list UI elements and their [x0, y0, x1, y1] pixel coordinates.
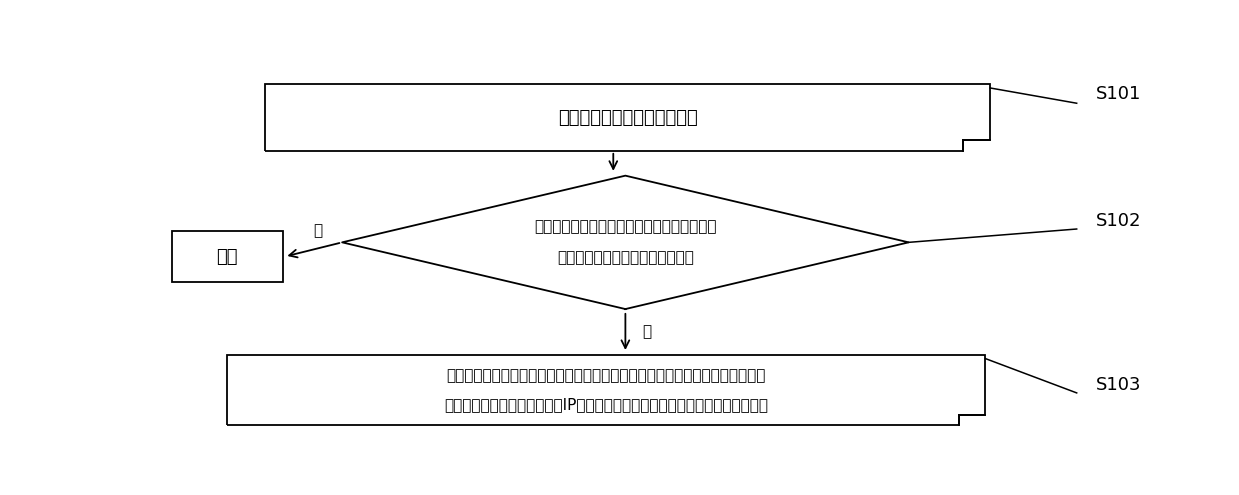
Text: 报错: 报错 — [217, 248, 238, 266]
Text: 获取云物理机的计算资源信息: 获取云物理机的计算资源信息 — [558, 108, 698, 127]
Bar — [172, 231, 282, 282]
Text: S102: S102 — [1097, 212, 1141, 230]
Text: 据预先设置的目标网络和目标IP为所述云物理机挂载目标网卡，以实现租户转让: 据预先设置的目标网络和目标IP为所述云物理机挂载目标网卡，以实现租户转让 — [444, 397, 768, 412]
Text: 是: 是 — [643, 324, 652, 340]
Text: 否: 否 — [313, 223, 322, 239]
Text: 根据计算资源信息，判断目标项目的可用配额: 根据计算资源信息，判断目标项目的可用配额 — [534, 220, 716, 235]
Text: 卸载所述云物理机的当前网卡，更新所述云物理机的用户标识和项目标识，并根: 卸载所述云物理机的当前网卡，更新所述云物理机的用户标识和项目标识，并根 — [446, 368, 766, 383]
Text: S101: S101 — [1097, 85, 1141, 102]
Text: S103: S103 — [1097, 376, 1141, 395]
Text: 是否满足承载云物理机的计算资源: 是否满足承载云物理机的计算资源 — [558, 250, 694, 265]
